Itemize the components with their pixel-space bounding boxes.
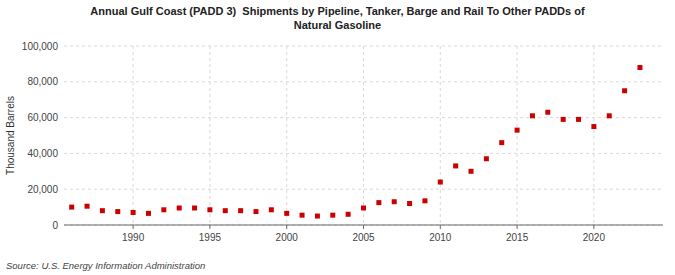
- title-line: Natural Gasoline: [294, 19, 381, 31]
- point: [146, 211, 151, 216]
- x-tick: [517, 225, 518, 229]
- x-tick: [209, 225, 210, 229]
- point: [131, 210, 136, 215]
- point: [300, 213, 305, 218]
- point: [422, 198, 427, 203]
- point: [115, 209, 120, 214]
- point: [545, 110, 550, 115]
- point: [207, 207, 212, 212]
- y-tick-label: 0: [52, 220, 58, 231]
- point: [85, 204, 90, 209]
- y-grid-line: [64, 189, 663, 190]
- point: [253, 209, 258, 214]
- point: [392, 199, 397, 204]
- point: [499, 140, 504, 145]
- point: [192, 205, 197, 210]
- x-grid-line: [209, 46, 210, 225]
- x-tick: [133, 225, 134, 229]
- y-tick-label: 60,000: [27, 112, 58, 123]
- x-grid-line: [517, 46, 518, 225]
- point: [100, 208, 105, 213]
- x-tick-label: 2020: [583, 232, 606, 243]
- x-tick-label: 2010: [429, 232, 452, 243]
- x-tick-label: 2015: [506, 232, 529, 243]
- x-grid-line: [133, 46, 134, 225]
- point: [238, 208, 243, 213]
- x-tick: [363, 225, 364, 229]
- x-tick: [593, 225, 594, 229]
- y-axis-label: Thousand Barrels: [5, 96, 16, 175]
- point: [530, 113, 535, 118]
- point: [330, 213, 335, 218]
- chart: Annual Gulf Coast (PADD 3) Shipments by …: [0, 0, 675, 275]
- title-line: Annual Gulf Coast (PADD 3) Shipments by …: [90, 5, 585, 17]
- point: [284, 211, 289, 216]
- point: [223, 208, 228, 213]
- point: [361, 205, 366, 210]
- y-tick-label: 80,000: [27, 76, 58, 87]
- point: [607, 113, 612, 118]
- y-grid-line: [64, 225, 663, 226]
- point: [438, 180, 443, 185]
- x-tick: [286, 225, 287, 229]
- point: [469, 169, 474, 174]
- y-grid-line: [64, 153, 663, 154]
- grid: [64, 46, 663, 225]
- x-tick: [440, 225, 441, 229]
- point: [346, 212, 351, 217]
- x-grid-line: [593, 46, 594, 225]
- y-grid-line: [64, 117, 663, 118]
- y-tick-label: 100,000: [22, 41, 59, 52]
- x-tick-label: 2005: [352, 232, 375, 243]
- y-tick-label: 20,000: [27, 184, 58, 195]
- point: [453, 163, 458, 168]
- x-grid-line: [363, 46, 364, 225]
- x-axis-line: [64, 225, 663, 226]
- x-tick-label: 1990: [122, 232, 145, 243]
- point: [69, 205, 74, 210]
- point: [177, 205, 182, 210]
- point: [591, 124, 596, 129]
- points: [69, 65, 642, 219]
- x-grid-line: [286, 46, 287, 225]
- x-tick-label: 2000: [276, 232, 299, 243]
- point: [484, 156, 489, 161]
- point: [315, 214, 320, 219]
- point: [161, 207, 166, 212]
- point: [561, 117, 566, 122]
- axes: 0 20,000 40,000 60,000 80,000 100,000 1990 1995…: [22, 41, 663, 244]
- y-tick-label: 40,000: [27, 148, 58, 159]
- point: [622, 88, 627, 93]
- point: [637, 65, 642, 70]
- point: [407, 201, 412, 206]
- point: [576, 117, 581, 122]
- source-note: Source: U.S. Energy Information Administ…: [6, 260, 205, 271]
- point: [376, 200, 381, 205]
- x-grid-line: [440, 46, 441, 225]
- title: Annual Gulf Coast (PADD 3) Shipments by …: [90, 5, 585, 31]
- point: [515, 128, 520, 133]
- x-tick-label: 1995: [199, 232, 222, 243]
- point: [269, 207, 274, 212]
